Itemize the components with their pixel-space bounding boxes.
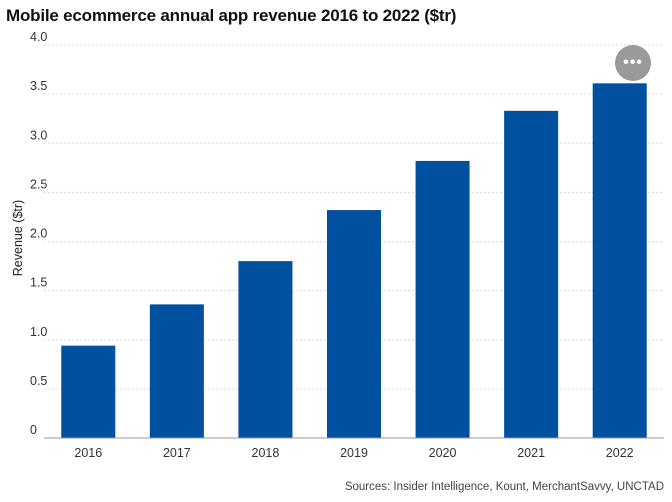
- bar-2021[interactable]: [504, 110, 559, 438]
- y-axis-ticks: 0 0.5 1.0 1.5 2.0 2.5 3.0 3.5 4.0: [30, 30, 47, 437]
- bar-2019[interactable]: [326, 210, 382, 438]
- y-tick-label: 1.0: [30, 325, 47, 339]
- x-tick-label: 2021: [517, 446, 545, 460]
- y-axis-label: Revenue ($tr): [11, 200, 25, 276]
- bars: [61, 83, 647, 438]
- x-tick-label: 2017: [163, 446, 191, 460]
- y-tick-label: 3.0: [30, 128, 47, 142]
- more-options-button[interactable]: •••: [615, 45, 651, 81]
- bar-2022[interactable]: [592, 83, 647, 438]
- y-tick-label: 3.5: [30, 79, 47, 93]
- bar-2017[interactable]: [149, 304, 204, 438]
- chart-source: Sources: Insider Intelligence, Kount, Me…: [344, 481, 664, 493]
- bar-2016[interactable]: [61, 345, 116, 438]
- x-tick-label: 2020: [429, 446, 457, 460]
- bar-2020[interactable]: [415, 160, 470, 438]
- bar-2018[interactable]: [238, 261, 293, 438]
- more-dots-icon: •••: [623, 54, 643, 71]
- x-axis-ticks: 2016 2017 2018 2019 2020 2021 2022: [74, 446, 633, 460]
- y-tick-label: 0: [30, 423, 37, 437]
- y-tick-label: 4.0: [30, 30, 47, 44]
- x-tick-label: 2022: [606, 446, 634, 460]
- y-tick-label: 2.5: [30, 177, 47, 191]
- y-tick-label: 2.0: [30, 227, 47, 241]
- x-tick-label: 2018: [252, 446, 280, 460]
- chart-title: Mobile ecommerce annual app revenue 2016…: [6, 6, 457, 25]
- y-tick-label: 1.5: [30, 276, 47, 290]
- x-tick-label: 2016: [74, 446, 102, 460]
- y-tick-label: 0.5: [30, 374, 47, 388]
- x-tick-label: 2019: [340, 446, 368, 460]
